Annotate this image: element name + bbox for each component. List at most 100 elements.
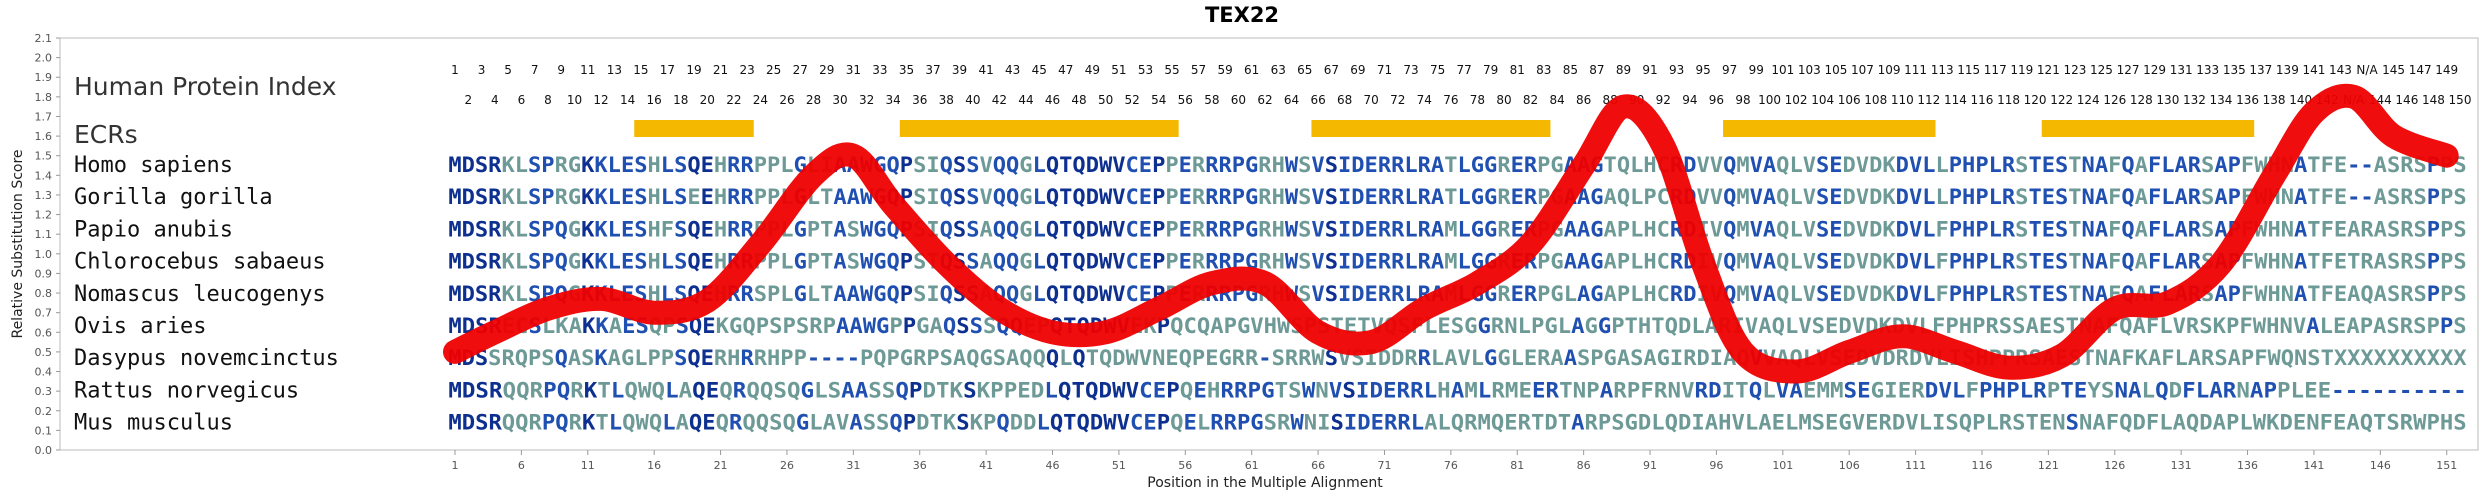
species-label: Ovis aries <box>74 314 206 339</box>
hpi-index-label: 120 <box>2024 93 2047 107</box>
hpi-index-label: 74 <box>1417 93 1432 107</box>
hpi-index-label: 84 <box>1549 93 1564 107</box>
hpi-index-label: 16 <box>647 93 662 107</box>
hpi-index-label: 87 <box>1589 63 1604 77</box>
x-tick-label: 31 <box>846 459 860 472</box>
hpi-index-label: 56 <box>1178 93 1193 107</box>
hpi-index-label: 21 <box>713 63 728 77</box>
hpi-index-label: 132 <box>2183 93 2206 107</box>
hpi-index-label: 38 <box>939 93 954 107</box>
hpi-index-label: 41 <box>978 63 993 77</box>
y-tick-label: 1.4 <box>35 169 53 182</box>
hpi-index-label: 89 <box>1616 63 1631 77</box>
x-tick-label: 81 <box>1510 459 1524 472</box>
hpi-index-label: 69 <box>1350 63 1365 77</box>
hpi-index-label: 134 <box>2210 93 2233 107</box>
hpi-index-label: 126 <box>2103 93 2126 107</box>
hpi-index-label: 123 <box>2063 63 2086 77</box>
hpi-index-label: 114 <box>1944 93 1967 107</box>
hpi-index-label: 29 <box>819 63 834 77</box>
hpi-index-label: 28 <box>806 93 821 107</box>
hpi-index-label: 5 <box>504 63 512 77</box>
hpi-index-label: 14 <box>620 93 635 107</box>
hpi-index-label: 62 <box>1257 93 1272 107</box>
hpi-index-label: 53 <box>1138 63 1153 77</box>
y-tick-label: 2.1 <box>35 32 53 45</box>
hpi-index-label: 50 <box>1098 93 1113 107</box>
hpi-index-label: 46 <box>1045 93 1060 107</box>
y-tick-label: 1.0 <box>35 248 53 261</box>
hpi-index-label: 148 <box>2422 93 2445 107</box>
hpi-index-label: 64 <box>1284 93 1299 107</box>
hpi-index-label: 136 <box>2236 93 2259 107</box>
hpi-index-label: 61 <box>1244 63 1259 77</box>
hpi-index-label: 149 <box>2435 63 2458 77</box>
hpi-index-label: 104 <box>1811 93 1834 107</box>
species-label: Mus musculus <box>74 411 233 436</box>
hpi-index-label: 12 <box>593 93 608 107</box>
hpi-index-label: 77 <box>1456 63 1471 77</box>
hpi-index-label: 49 <box>1085 63 1100 77</box>
x-tick-label: 101 <box>1772 459 1793 472</box>
species-label: Dasypus novemcinctus <box>74 346 339 371</box>
hpi-index-label: 65 <box>1297 63 1312 77</box>
hpi-index-label: 8 <box>544 93 552 107</box>
ecr-bar <box>634 120 754 137</box>
sequence-row: MDSRQQRPQRKTLQWQLAQEQRQQSQGLSAASSQPDTKSK… <box>448 378 2466 402</box>
hpi-index-label: 9 <box>557 63 565 77</box>
hpi-index-label: 116 <box>1971 93 1994 107</box>
sequence-row: MDSRECSLKAKKAESQPSQEKGQPSPSRPAAWGPPGAQSS… <box>448 314 2466 338</box>
x-tick-label: 46 <box>1046 459 1060 472</box>
x-tick-label: 151 <box>2436 459 2457 472</box>
hpi-index-label: 24 <box>753 93 768 107</box>
x-tick-label: 136 <box>2237 459 2258 472</box>
hpi-index-label: 75 <box>1430 63 1445 77</box>
hpi-index-label: 15 <box>633 63 648 77</box>
x-tick-label: 71 <box>1377 459 1391 472</box>
hpi-index-label: 106 <box>1838 93 1861 107</box>
hpi-index-label: 17 <box>660 63 675 77</box>
ecr-bar <box>2041 120 2255 137</box>
hpi-index-label: 51 <box>1111 63 1126 77</box>
x-tick-label: 86 <box>1577 459 1591 472</box>
x-tick-label: 76 <box>1444 459 1458 472</box>
x-tick-label: 1 <box>452 459 459 472</box>
hpi-index-label: 43 <box>1005 63 1020 77</box>
hpi-index-label: 102 <box>1785 93 1808 107</box>
hpi-index-label: 124 <box>2077 93 2100 107</box>
hpi-index-label: 52 <box>1125 93 1140 107</box>
y-tick-label: 1.2 <box>35 209 53 222</box>
hpi-index-label: 91 <box>1642 63 1657 77</box>
hpi-index-label: 127 <box>2117 63 2140 77</box>
hpi-index-label: 147 <box>2409 63 2432 77</box>
y-tick-label: 0.1 <box>35 424 53 437</box>
hpi-index-label: 35 <box>899 63 914 77</box>
hpi-index-label: 117 <box>1984 63 2007 77</box>
hpi-index-label: 66 <box>1310 93 1325 107</box>
hpi-index-label: 113 <box>1931 63 1954 77</box>
y-tick-label: 2.0 <box>35 52 53 65</box>
x-tick-label: 61 <box>1245 459 1259 472</box>
x-tick-label: 6 <box>518 459 525 472</box>
hpi-index-label: 72 <box>1390 93 1405 107</box>
hpi-index-label: 11 <box>580 63 595 77</box>
hpi-index-label: 109 <box>1878 63 1901 77</box>
y-tick-label: 0.9 <box>35 267 53 280</box>
hpi-index-label: 131 <box>2170 63 2193 77</box>
hpi-index-label: 133 <box>2196 63 2219 77</box>
hpi-index-label: 13 <box>607 63 622 77</box>
x-tick-label: 36 <box>913 459 927 472</box>
hpi-index-label: 121 <box>2037 63 2060 77</box>
y-tick-label: 1.1 <box>35 228 53 241</box>
hpi-index-label: 137 <box>2249 63 2272 77</box>
hpi-index-label: 57 <box>1191 63 1206 77</box>
hpi-index-label: N/A <box>2356 63 2378 77</box>
hpi-index-label: 99 <box>1749 63 1764 77</box>
hpi-index-label: 128 <box>2130 93 2153 107</box>
hpi-index-label: 6 <box>518 93 526 107</box>
hpi-index-label: 125 <box>2090 63 2113 77</box>
y-tick-label: 1.7 <box>35 110 53 123</box>
hpi-index-label: 55 <box>1164 63 1179 77</box>
hpi-index-label: 129 <box>2143 63 2166 77</box>
hpi-index-label: 107 <box>1851 63 1874 77</box>
